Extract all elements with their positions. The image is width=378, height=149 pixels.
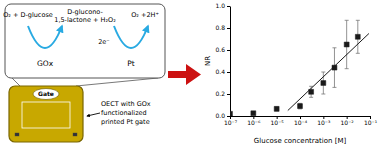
x-axis-title: Glucose concentration [M] xyxy=(254,137,347,145)
error-bar xyxy=(345,20,349,68)
callout-line xyxy=(12,78,20,86)
tick: 10⁻¹ xyxy=(364,116,378,126)
tick: 0.0 xyxy=(215,112,230,119)
data-point xyxy=(274,106,279,111)
data-point xyxy=(298,104,303,109)
reaction-arrow xyxy=(114,26,148,48)
data-point xyxy=(344,42,349,47)
annotation: 2e⁻ xyxy=(98,38,110,46)
x-axis: 10⁻⁷ 10⁻⁶ 10⁻⁵ 10⁻⁴ 10⁻³ 10⁻² 10⁻¹ xyxy=(224,116,378,126)
annotation: 1,5-lactone + H₂O₂ xyxy=(54,16,116,24)
annotation-line: OECT with GOx xyxy=(101,100,151,108)
error-bar xyxy=(356,20,360,53)
tick-label: 10⁻⁶ xyxy=(247,119,261,126)
chart-container: O₂ + D-glucose D-glucono-1,5-lactone + H₂… xyxy=(0,0,378,149)
data-point xyxy=(251,111,256,116)
fit-line xyxy=(288,34,369,111)
error-bar xyxy=(298,103,302,109)
chart-svg: O₂ + D-glucose D-glucono-1,5-lactone + H₂… xyxy=(0,0,378,149)
tick: 1.0 xyxy=(215,2,230,9)
data-point xyxy=(355,34,360,39)
tick-mark xyxy=(227,72,230,73)
error-bar-cap xyxy=(345,20,349,21)
device-channel xyxy=(22,102,70,128)
device xyxy=(9,86,83,142)
annotation-line: functionalized xyxy=(101,109,147,117)
annotation-line: printed Pt gate xyxy=(101,118,150,126)
device-contact xyxy=(15,133,19,136)
error-bar-cap xyxy=(356,53,360,54)
axis-line xyxy=(230,7,231,117)
device-contact xyxy=(73,133,77,136)
tick: 10⁻⁶ xyxy=(247,116,261,126)
error-bar-cap xyxy=(332,47,336,48)
tick-label: 0.6 xyxy=(215,46,225,53)
gate-oval xyxy=(33,89,59,100)
plot-background xyxy=(230,6,370,116)
tick: 0.6 xyxy=(215,46,230,53)
tick-label: 0.8 xyxy=(215,24,225,31)
data-point xyxy=(230,111,232,116)
tick-label: 10⁻⁵ xyxy=(271,119,285,126)
error-bar xyxy=(275,107,279,111)
tick-label: 10⁻⁷ xyxy=(224,119,238,126)
tick: 10⁻⁷ xyxy=(224,116,238,126)
tick-mark xyxy=(227,28,230,29)
tick: 0.4 xyxy=(215,68,230,75)
error-bar-cap xyxy=(321,72,325,73)
error-bar-cap xyxy=(309,97,313,98)
transition-arrow xyxy=(168,64,201,85)
tick-label: 0.2 xyxy=(215,90,225,97)
schematic: O₂ + D-glucose D-glucono-1,5-lactone + H₂… xyxy=(3,4,165,142)
tick-label: 10⁻³ xyxy=(317,119,331,126)
tick-label: 0.4 xyxy=(215,68,225,75)
annotation: O₂ +2H⁺ xyxy=(131,11,159,19)
y-axis: 0.0 0.2 0.4 0.6 0.8 1.0 xyxy=(215,2,230,119)
tick-label: 0.0 xyxy=(215,112,225,119)
error-bar-cap xyxy=(356,20,360,21)
tick-label: 10⁻⁴ xyxy=(294,119,308,126)
error-bar-cap xyxy=(321,94,325,95)
tick-mark xyxy=(227,94,230,95)
callout-line xyxy=(76,78,158,86)
reaction-arrow xyxy=(28,26,62,48)
annotation: D-glucono- xyxy=(67,8,103,16)
tick-label: 1.0 xyxy=(215,2,225,9)
annotation: O₂ + D-glucose xyxy=(3,11,53,19)
tick-label: 10⁻¹ xyxy=(364,119,378,126)
marks xyxy=(230,20,369,116)
tick: 0.2 xyxy=(215,90,230,97)
tick: 10⁻⁴ xyxy=(294,116,308,126)
series-points xyxy=(230,20,360,116)
annotation: Gate xyxy=(38,90,54,97)
pointer-arrow xyxy=(87,113,100,116)
annotation: OECT with GOxfunctionalizedprinted Pt ga… xyxy=(101,100,151,126)
tick: 10⁻² xyxy=(341,116,355,126)
tick: 10⁻⁵ xyxy=(271,116,285,126)
error-bar-cap xyxy=(332,87,336,88)
y-axis-title: NR xyxy=(204,56,212,66)
annotation: Pt xyxy=(127,59,135,68)
annotation: GOx xyxy=(37,59,54,68)
tick-mark xyxy=(227,6,230,7)
tick: 0.8 xyxy=(215,24,230,31)
tick-mark xyxy=(227,50,230,51)
tick-mark xyxy=(227,116,230,117)
error-bar-cap xyxy=(345,68,349,69)
data-point xyxy=(321,81,326,86)
tick: 10⁻³ xyxy=(317,116,331,126)
tick-label: 10⁻² xyxy=(341,119,355,126)
